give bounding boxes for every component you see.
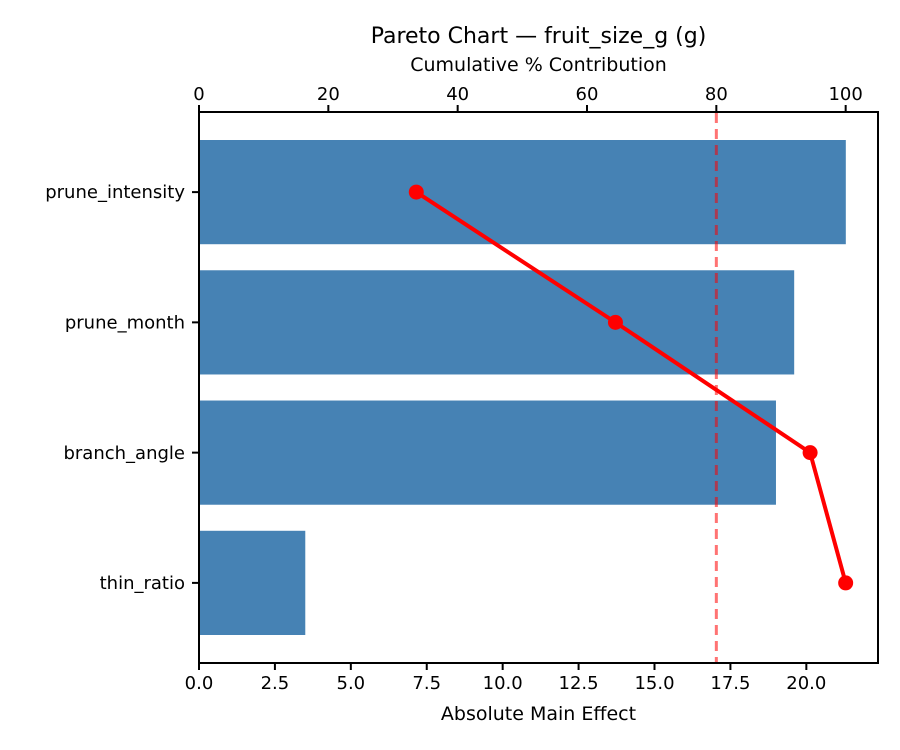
bottom-axis-tick-label: 15.0 <box>634 673 674 694</box>
bar-branch_angle <box>200 400 776 505</box>
bottom-axis-tick-label: 2.5 <box>261 673 290 694</box>
bar-prune_intensity <box>200 140 846 245</box>
top-axis-tick-label: 40 <box>446 84 469 105</box>
top-axis-tick-label: 100 <box>828 84 862 105</box>
cumulative-point-branch_angle <box>802 445 818 461</box>
y-tick-label-thin_ratio: thin_ratio <box>100 573 185 594</box>
bottom-axis-tick-label: 12.5 <box>559 673 599 694</box>
bar-prune_month <box>200 270 795 375</box>
bottom-axis-tick-label: 7.5 <box>412 673 441 694</box>
cumulative-point-prune_intensity <box>408 184 424 200</box>
cumulative-line <box>414 190 848 585</box>
cumulative-point-prune_month <box>607 314 623 330</box>
top-axis-tick-label: 60 <box>576 84 599 105</box>
chart-title: Pareto Chart — fruit_size_g (g) <box>370 24 707 49</box>
bar-thin_ratio <box>200 530 306 635</box>
top-axis-title: Cumulative % Contribution <box>410 54 667 76</box>
bottom-axis-tick-label: 5.0 <box>337 673 366 694</box>
bottom-axis-tick-label: 0.0 <box>185 673 214 694</box>
top-axis-tick-label: 0 <box>193 84 204 105</box>
y-tick-label-branch_angle: branch_angle <box>63 443 185 464</box>
plot-frame <box>198 111 879 664</box>
bottom-axis-tick-label: 20.0 <box>786 673 826 694</box>
top-axis-tick-label: 20 <box>317 84 340 105</box>
y-tick-label-prune_intensity: prune_intensity <box>45 182 185 203</box>
cumulative-point-thin_ratio <box>838 575 854 591</box>
top-axis-tick-label: 80 <box>705 84 728 105</box>
bottom-axis-tick-label: 10.0 <box>483 673 523 694</box>
bottom-axis-title: Absolute Main Effect <box>440 703 637 725</box>
bottom-axis-tick-label: 17.5 <box>710 673 750 694</box>
y-tick-label-prune_month: prune_month <box>65 312 185 333</box>
